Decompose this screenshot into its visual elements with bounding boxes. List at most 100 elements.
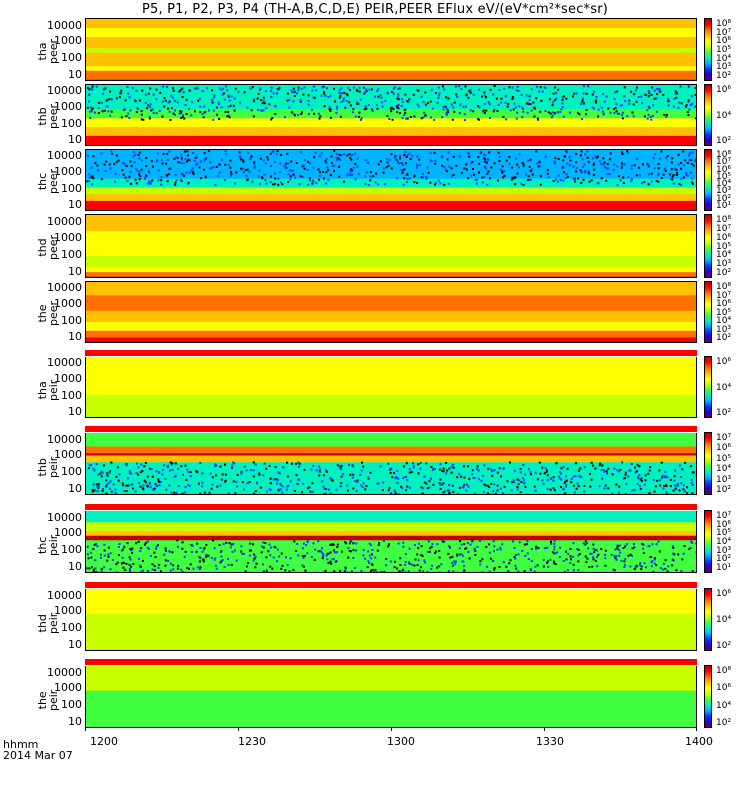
count-noise-pixel bbox=[118, 480, 120, 482]
count-noise-pixel bbox=[325, 570, 327, 572]
count-noise-pixel bbox=[621, 151, 623, 153]
count-noise-pixel bbox=[91, 167, 93, 169]
count-noise-pixel bbox=[173, 158, 175, 160]
count-noise-pixel bbox=[479, 540, 481, 542]
count-noise-pixel bbox=[339, 89, 341, 91]
count-noise-pixel bbox=[149, 116, 151, 118]
count-noise-pixel bbox=[277, 184, 279, 186]
count-noise-pixel bbox=[583, 103, 585, 105]
count-noise-pixel bbox=[302, 94, 304, 96]
count-noise-pixel bbox=[252, 86, 254, 88]
count-noise-pixel bbox=[222, 473, 224, 475]
count-noise-pixel bbox=[183, 162, 185, 164]
count-noise-pixel bbox=[613, 569, 615, 571]
colorbar bbox=[704, 18, 712, 81]
count-noise-pixel bbox=[675, 569, 677, 571]
count-noise-pixel bbox=[154, 565, 156, 567]
count-noise-pixel bbox=[401, 169, 403, 171]
count-noise-pixel bbox=[430, 478, 432, 480]
count-noise-pixel bbox=[452, 565, 454, 567]
count-noise-pixel bbox=[667, 571, 669, 573]
count-noise-pixel bbox=[264, 463, 266, 465]
count-noise-pixel bbox=[631, 555, 633, 557]
count-noise-pixel bbox=[416, 167, 418, 169]
count-noise-pixel bbox=[278, 490, 280, 492]
count-noise-pixel bbox=[230, 175, 232, 177]
count-noise-pixel bbox=[446, 158, 448, 160]
count-noise-pixel bbox=[161, 159, 163, 161]
count-noise-pixel bbox=[448, 484, 450, 486]
count-noise-pixel bbox=[106, 484, 108, 486]
count-noise-pixel bbox=[182, 96, 184, 98]
colorbar-tick-label: 10² bbox=[716, 71, 731, 81]
count-noise-pixel bbox=[375, 572, 377, 573]
count-noise-pixel bbox=[171, 551, 173, 553]
count-noise-pixel bbox=[513, 108, 515, 110]
count-noise-pixel bbox=[685, 106, 687, 108]
count-noise-pixel bbox=[692, 570, 694, 572]
count-noise-pixel bbox=[269, 566, 271, 568]
count-noise-pixel bbox=[610, 112, 612, 114]
count-noise-pixel bbox=[439, 92, 441, 94]
count-noise-pixel bbox=[577, 483, 579, 485]
count-noise-pixel bbox=[202, 559, 204, 561]
count-noise-pixel bbox=[312, 465, 314, 467]
count-noise-pixel bbox=[621, 153, 623, 155]
count-noise-pixel bbox=[329, 106, 331, 108]
count-noise-pixel bbox=[691, 178, 693, 180]
colorbar-tick-label: 10⁴ bbox=[716, 111, 731, 121]
count-noise-pixel bbox=[422, 176, 424, 178]
y-tick-label: 10 bbox=[42, 638, 82, 651]
count-noise-pixel bbox=[634, 164, 636, 166]
count-noise-pixel bbox=[151, 179, 153, 181]
count-noise-pixel bbox=[159, 484, 161, 486]
count-noise-pixel bbox=[343, 92, 345, 94]
count-noise-pixel bbox=[161, 116, 163, 118]
count-noise-pixel bbox=[338, 166, 340, 168]
count-noise-pixel bbox=[294, 91, 296, 93]
count-noise-pixel bbox=[319, 171, 321, 173]
count-noise-pixel bbox=[478, 171, 480, 173]
count-noise-pixel bbox=[560, 108, 562, 110]
count-noise-pixel bbox=[585, 555, 587, 557]
count-noise-pixel bbox=[130, 566, 132, 568]
count-noise-pixel bbox=[607, 173, 609, 175]
count-noise-pixel bbox=[488, 101, 490, 103]
count-noise-pixel bbox=[212, 101, 214, 103]
count-noise-pixel bbox=[676, 92, 678, 94]
count-noise-pixel bbox=[425, 462, 427, 464]
count-noise-pixel bbox=[434, 184, 436, 186]
count-noise-pixel bbox=[613, 164, 615, 166]
count-noise-pixel bbox=[352, 108, 354, 110]
count-noise-pixel bbox=[104, 164, 106, 166]
count-noise-pixel bbox=[592, 494, 594, 495]
count-noise-pixel bbox=[507, 494, 509, 495]
count-noise-pixel bbox=[105, 170, 107, 172]
count-noise-pixel bbox=[427, 551, 429, 553]
count-noise-pixel bbox=[520, 471, 522, 473]
colorbar bbox=[704, 214, 712, 278]
count-noise-pixel bbox=[323, 91, 325, 93]
count-noise-pixel bbox=[185, 551, 187, 553]
count-noise-pixel bbox=[197, 100, 199, 102]
count-noise-pixel bbox=[507, 103, 509, 105]
colorbar-tick-label: 10⁶ bbox=[716, 357, 731, 367]
count-noise-pixel bbox=[344, 567, 346, 569]
count-noise-pixel bbox=[423, 101, 425, 103]
count-noise-pixel bbox=[455, 561, 457, 563]
count-noise-pixel bbox=[453, 111, 455, 113]
count-noise-pixel bbox=[670, 479, 672, 481]
count-noise-pixel bbox=[630, 180, 632, 182]
count-noise-pixel bbox=[560, 467, 562, 469]
count-noise-pixel bbox=[280, 568, 282, 570]
count-noise-pixel bbox=[150, 486, 152, 488]
count-noise-pixel bbox=[319, 115, 321, 117]
count-noise-pixel bbox=[604, 162, 606, 164]
count-noise-pixel bbox=[219, 466, 221, 468]
count-noise-pixel bbox=[422, 570, 424, 572]
count-noise-pixel bbox=[478, 478, 480, 480]
panel-quantity-label: peer bbox=[48, 104, 59, 129]
count-noise-pixel bbox=[640, 488, 642, 490]
count-noise-pixel bbox=[156, 112, 158, 114]
count-noise-pixel bbox=[645, 566, 647, 568]
